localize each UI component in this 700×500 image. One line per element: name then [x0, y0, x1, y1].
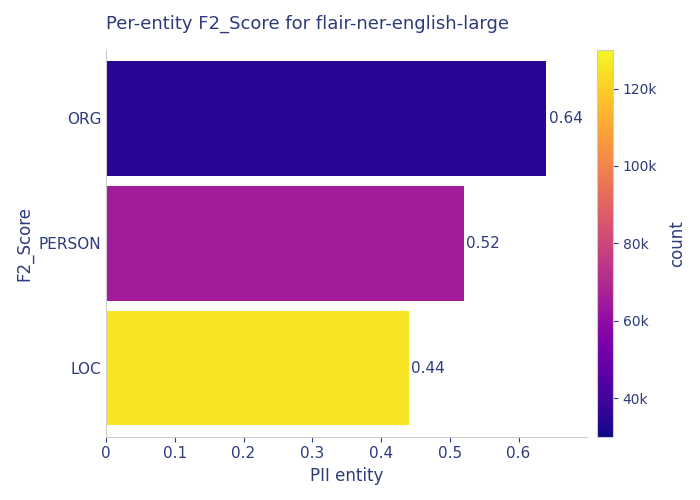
- Y-axis label: F2_Score: F2_Score: [15, 206, 33, 281]
- Bar: [106, 310, 409, 426]
- Bar: [106, 61, 546, 176]
- Bar: [106, 186, 463, 300]
- Text: Per-entity F2_Score for flair-ner-english-large: Per-entity F2_Score for flair-ner-englis…: [106, 15, 509, 34]
- X-axis label: PII entity: PII entity: [310, 467, 384, 485]
- Text: 0.52: 0.52: [466, 236, 500, 251]
- Text: 0.44: 0.44: [412, 360, 445, 376]
- Text: 0.64: 0.64: [549, 111, 582, 126]
- Y-axis label: count: count: [668, 220, 686, 266]
